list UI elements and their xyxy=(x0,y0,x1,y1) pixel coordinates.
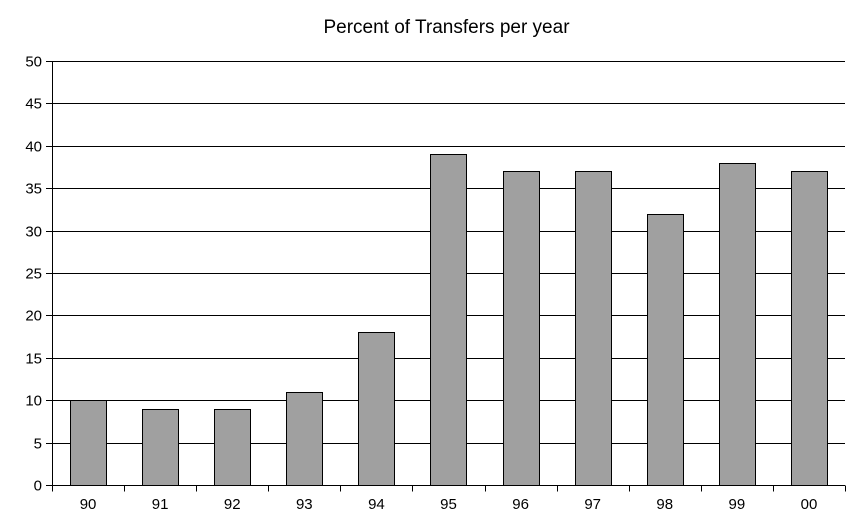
bar-91 xyxy=(142,409,179,486)
x-tick-label-96: 96 xyxy=(512,496,529,513)
bar-97 xyxy=(575,171,612,486)
bar-93 xyxy=(286,392,323,486)
y-tick-label-40: 40 xyxy=(25,139,42,156)
y-tick-label-30: 30 xyxy=(25,224,42,241)
chart-title: Percent of Transfers per year xyxy=(323,17,570,38)
y-tick-label-50: 50 xyxy=(25,54,42,71)
y-tick-label-15: 15 xyxy=(25,351,42,368)
y-tick-labels: 0 5 10 15 20 25 30 35 40 45 50 xyxy=(25,54,42,495)
x-tick-label-95: 95 xyxy=(440,496,457,513)
bar-99 xyxy=(719,163,756,486)
x-tick-label-98: 98 xyxy=(656,496,673,513)
bar-98 xyxy=(647,214,684,486)
x-tick-label-00: 00 xyxy=(801,496,818,513)
bar-90 xyxy=(70,400,107,486)
x-tick-label-90: 90 xyxy=(80,496,97,513)
bar-92 xyxy=(214,409,251,486)
x-tick-label-91: 91 xyxy=(152,496,169,513)
bars xyxy=(70,154,828,486)
axes xyxy=(46,61,846,492)
x-tick-label-93: 93 xyxy=(296,496,313,513)
y-tick-label-25: 25 xyxy=(25,266,42,283)
x-tick-label-92: 92 xyxy=(224,496,241,513)
x-tick-label-97: 97 xyxy=(584,496,601,513)
y-tick-label-20: 20 xyxy=(25,308,42,325)
x-tick-label-94: 94 xyxy=(368,496,385,513)
bar-00 xyxy=(791,171,828,486)
y-tick-label-0: 0 xyxy=(34,478,42,495)
bar-94 xyxy=(358,332,395,486)
y-tick-label-10: 10 xyxy=(25,393,42,410)
bar-95 xyxy=(430,154,467,486)
y-tick-label-45: 45 xyxy=(25,96,42,113)
x-tick-labels: 90 91 92 93 94 95 96 97 98 99 00 xyxy=(80,496,818,513)
y-tick-label-35: 35 xyxy=(25,181,42,198)
y-tick-label-5: 5 xyxy=(34,436,42,453)
bar-96 xyxy=(503,171,540,486)
x-tick-label-99: 99 xyxy=(729,496,746,513)
